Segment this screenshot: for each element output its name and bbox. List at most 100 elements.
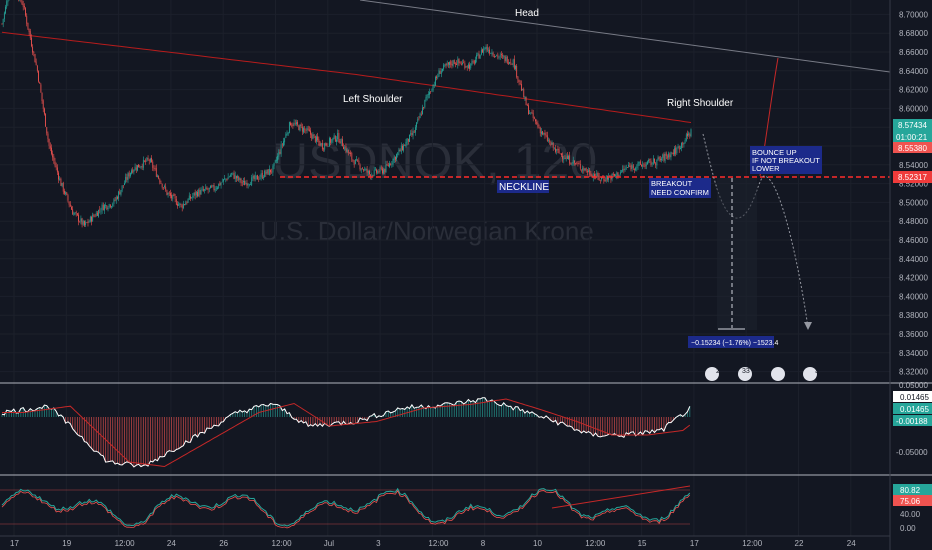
candle-body (550, 142, 552, 146)
time-tick-label: 8 (481, 539, 486, 548)
candle-body (606, 175, 608, 180)
candle-body (377, 171, 379, 174)
event-badge-icon[interactable] (803, 367, 817, 381)
candle-body (556, 149, 558, 151)
candle-body (466, 66, 468, 68)
candle-body (369, 171, 370, 175)
event-badge-icon[interactable] (705, 367, 719, 381)
candle-body (138, 164, 140, 168)
candle-body (271, 171, 273, 173)
event-badges[interactable]: 2 33 3 3 (705, 367, 819, 381)
candle-body (344, 146, 346, 150)
candle-body (470, 63, 472, 69)
candle-body (47, 133, 49, 139)
measure-label-box (688, 336, 774, 348)
candle-body (397, 152, 399, 155)
event-badge-icon[interactable] (738, 367, 752, 381)
candle-body (265, 171, 267, 174)
breakout-label-line1: BREAKOUT (651, 179, 693, 188)
candle-body (511, 63, 513, 65)
candle-body (323, 148, 324, 150)
candle-body (292, 124, 294, 127)
candle-body (503, 56, 505, 57)
candle-body (253, 175, 255, 180)
candle-body (204, 189, 205, 191)
candle-body (119, 191, 121, 195)
candle-body (566, 155, 568, 160)
time-axis[interactable]: 17 19 12:00 24 26 12:00 Jul 3 12:00 8 10 12:00 15 17 1… (10, 539, 856, 548)
candle-body (178, 204, 180, 206)
bounce-label-line1: BOUNCE UP (752, 148, 797, 157)
candle-body (55, 165, 57, 168)
stoch-k-line (1, 487, 691, 527)
candle-body (515, 65, 516, 70)
candle-body (29, 31, 31, 39)
candle-body (480, 49, 482, 55)
candle-body (20, 0, 22, 1)
candle-body (23, 6, 25, 8)
candle-body (489, 49, 491, 54)
candle-body (94, 216, 96, 217)
stoch-k-tag (893, 484, 932, 495)
time-tick-label: 26 (219, 539, 228, 548)
candle-body (142, 159, 144, 168)
candle-body (312, 134, 314, 140)
candle-body (62, 182, 64, 192)
candle-body (579, 163, 581, 169)
candle-body (104, 205, 105, 211)
candle-body (510, 62, 512, 63)
candle-body (535, 119, 536, 122)
candle-body (152, 161, 154, 168)
candle-body (559, 153, 561, 155)
candle-body (291, 124, 293, 126)
candle-body (612, 173, 614, 175)
candle-body (616, 172, 618, 176)
candle-body (71, 207, 72, 210)
candle-body (227, 176, 229, 180)
event-badge-icon[interactable] (771, 367, 785, 381)
candle-body (371, 174, 373, 177)
candle-body (652, 158, 654, 165)
candle-body (677, 146, 679, 148)
candle-body (213, 185, 215, 190)
candle-body (605, 176, 607, 182)
candle-body (31, 37, 32, 47)
candle-body (56, 167, 58, 173)
macd-value-tag (893, 391, 932, 402)
candle-body (462, 62, 463, 64)
candle-body (84, 220, 85, 226)
stoch-divergence-line (551, 485, 691, 509)
candle-body (557, 148, 559, 150)
candle-body (69, 204, 71, 207)
candle-body (347, 149, 349, 153)
candle-body (473, 60, 475, 64)
candle-body (495, 56, 496, 57)
candle-body (648, 160, 650, 162)
time-tick-label: 12:00 (585, 539, 606, 548)
candle-body (233, 173, 235, 179)
measure-label: −0.15234 (−1.76%) −1523.4 (691, 340, 778, 347)
candle-body (502, 55, 503, 57)
candle-body (148, 159, 150, 161)
time-tick-label: 24 (167, 539, 176, 548)
candle-body (465, 66, 467, 68)
candle-body (121, 185, 123, 191)
candle-body (399, 149, 401, 152)
candles (1, 0, 692, 228)
candle-body (240, 178, 242, 183)
candle-body (476, 54, 478, 60)
candle-body (353, 161, 355, 165)
price-tick-label: 8.60000 (899, 104, 928, 113)
time-tick-label: Jul (324, 539, 334, 548)
candle-body (327, 146, 329, 147)
time-tick-label: 12:00 (115, 539, 136, 548)
candle-body (65, 192, 67, 195)
price-tick-label: 8.48000 (899, 217, 928, 226)
candle-body (277, 155, 279, 161)
trendline[interactable] (359, 0, 891, 73)
candle-body (486, 46, 488, 51)
macd-tick: 0.05000 (899, 381, 928, 390)
price-tick-label: 8.66000 (899, 48, 928, 57)
